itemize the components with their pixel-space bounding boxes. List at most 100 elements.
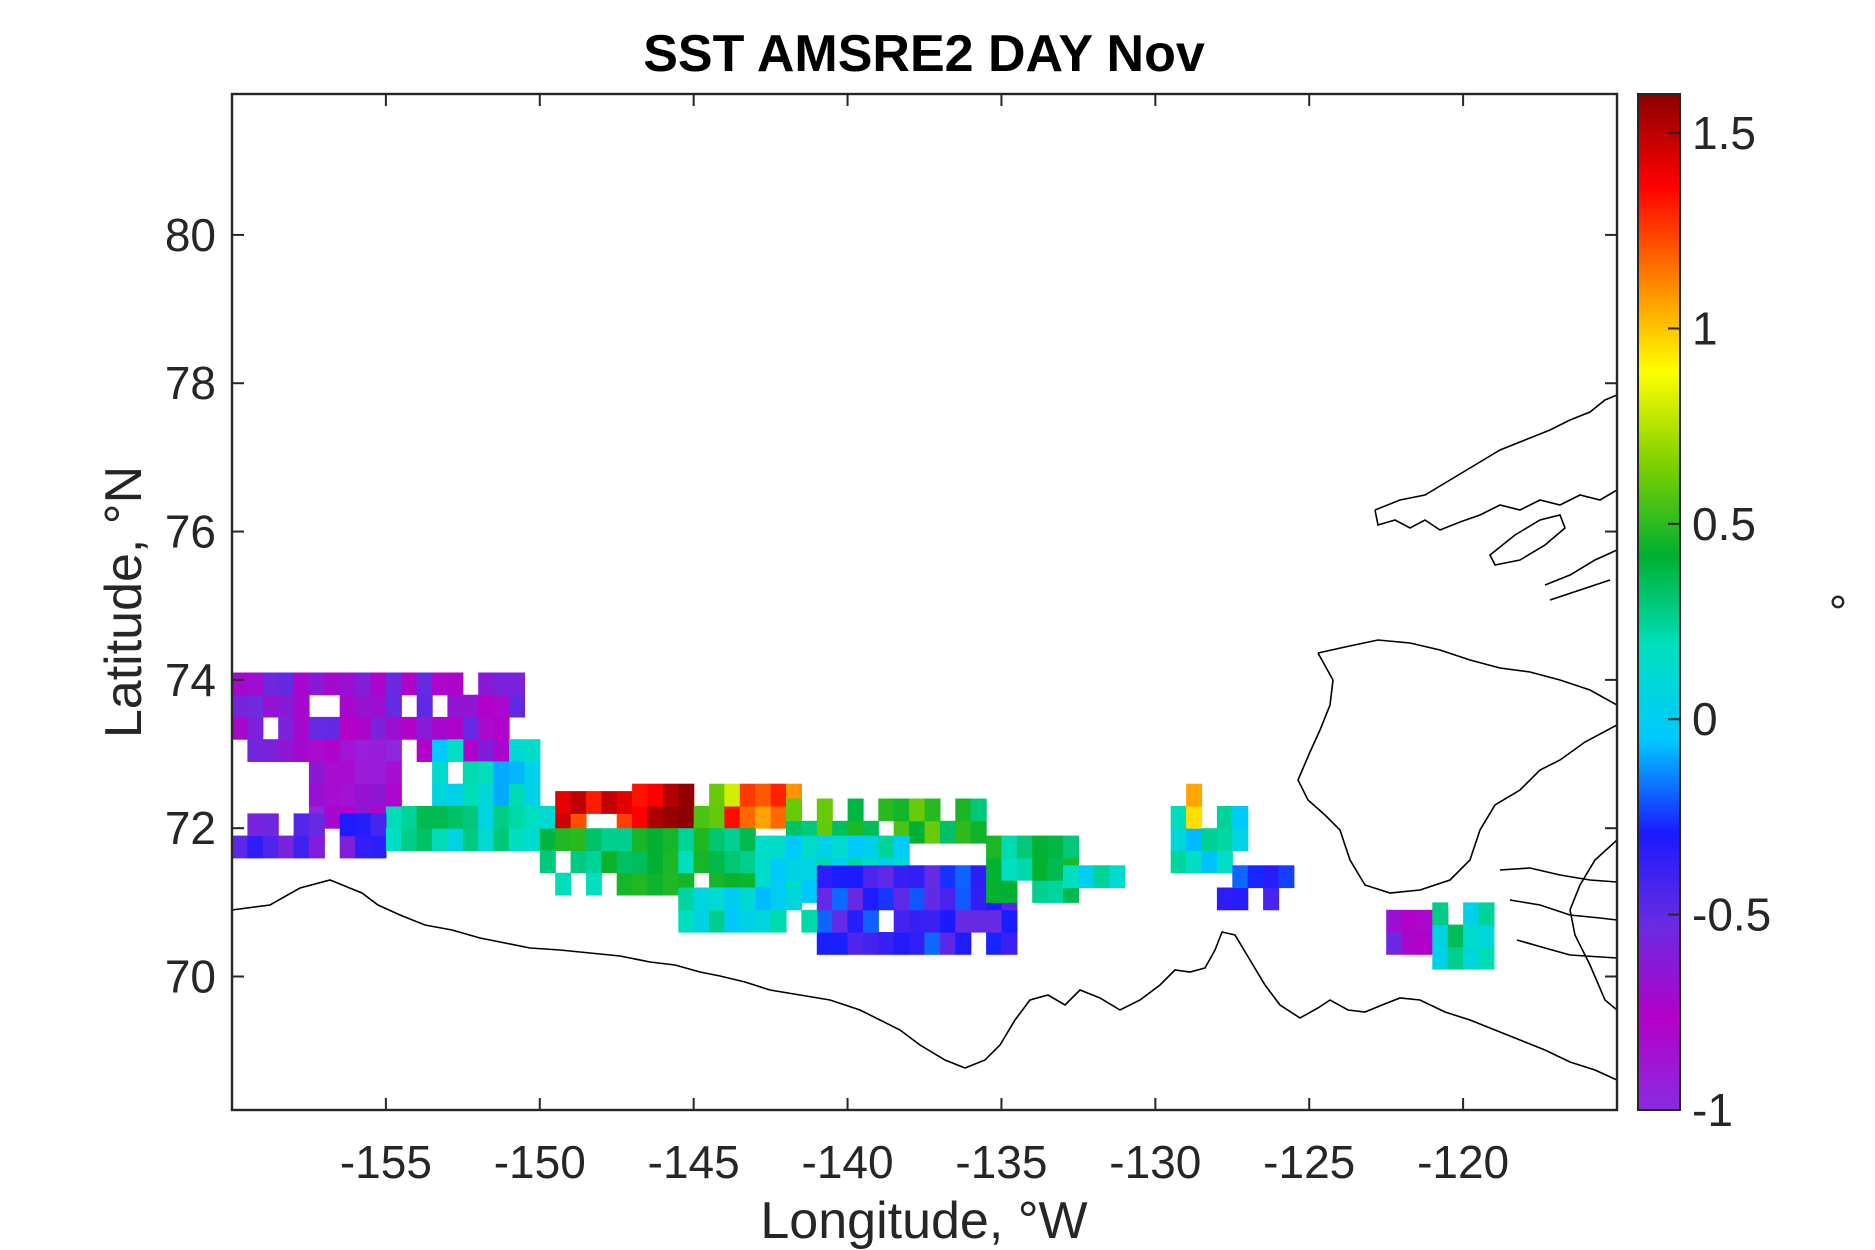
sst-cell: [647, 783, 664, 807]
sst-cell: [493, 672, 510, 696]
sst-cell: [462, 739, 479, 762]
sst-cell: [755, 805, 772, 829]
sst-cell: [662, 850, 679, 874]
sst-cell: [970, 820, 987, 844]
sst-cell: [432, 761, 449, 785]
x-tick-label: -135: [955, 1136, 1047, 1188]
sst-cell: [493, 783, 510, 807]
sst-cell: [986, 835, 1003, 859]
sst-cell: [924, 865, 941, 889]
colorbar-tick-label: 0: [1692, 693, 1718, 745]
sst-cell: [509, 739, 525, 762]
sst-cell: [1416, 932, 1433, 955]
sst-cell: [986, 880, 1003, 903]
sst-cell: [355, 835, 372, 859]
sst-cell: [709, 828, 726, 851]
sst-cell: [1232, 805, 1249, 829]
sst-cell: [355, 672, 372, 696]
sst-cell: [724, 850, 741, 874]
sst-cell: [447, 672, 464, 696]
sst-cell: [308, 813, 325, 837]
sst-cell: [786, 857, 802, 881]
sst-cell: [893, 887, 910, 911]
sst-cell: [1447, 946, 1464, 970]
sst-cell: [847, 865, 864, 889]
sst-cell: [509, 761, 525, 785]
sst-cell: [539, 850, 556, 874]
sst-cell: [709, 887, 726, 911]
sst-cell: [601, 850, 618, 874]
sst-cell: [662, 828, 679, 851]
sst-cell: [832, 835, 849, 859]
plot-frame: [230, 92, 1619, 1112]
sst-cell: [847, 798, 864, 822]
sst-cell: [678, 850, 695, 874]
sst-cell: [939, 820, 956, 844]
sst-cell: [739, 887, 756, 911]
sst-cell: [1416, 909, 1433, 933]
sst-cell: [278, 694, 295, 718]
sst-cell: [462, 805, 479, 829]
sst-cell: [247, 813, 264, 837]
sst-cell: [247, 835, 264, 859]
sst-cell: [478, 761, 495, 785]
sst-cell: [324, 805, 341, 829]
sst-cell: [662, 805, 679, 829]
sst-cell: [801, 835, 818, 859]
sst-cell: [909, 798, 926, 822]
sst-cell: [1463, 946, 1480, 970]
sst-cell: [1016, 857, 1033, 881]
sst-cell: [986, 909, 1003, 933]
sst-cell: [478, 828, 495, 851]
sst-cell: [832, 865, 849, 889]
sst-cell: [401, 672, 418, 696]
sst-cell: [924, 909, 941, 933]
island-outline-2: [1544, 549, 1617, 601]
y-tick-label: 74: [165, 654, 216, 706]
sst-cell: [1386, 932, 1403, 955]
sst-cell: [647, 872, 664, 896]
sst-cell: [647, 850, 664, 874]
sst-cell: [939, 865, 956, 889]
sst-cell: [585, 872, 602, 896]
x-tick-label: -130: [1109, 1136, 1201, 1188]
x-tick-label: -150: [494, 1136, 586, 1188]
sst-cell: [1263, 865, 1280, 889]
sst-cell: [432, 828, 449, 851]
sst-cell: [832, 887, 849, 911]
sst-cell: [678, 805, 695, 829]
sst-cell: [1201, 828, 1218, 851]
sst-cell: [832, 932, 849, 955]
sst-cell: [416, 672, 433, 696]
sst-cell: [893, 909, 910, 933]
sst-cell: [324, 783, 341, 807]
coastline: [232, 394, 1617, 1081]
sst-cell: [1186, 805, 1203, 829]
sst-cell: [462, 694, 479, 718]
sst-cell: [432, 739, 449, 762]
sst-cell: [770, 805, 787, 829]
sst-cell: [678, 887, 695, 911]
sst-cell: [324, 739, 341, 762]
sst-cell: [524, 805, 541, 829]
island-outline: [1488, 514, 1566, 566]
sst-cell: [478, 672, 495, 696]
sst-cell: [1109, 865, 1126, 889]
sst-cell: [970, 798, 987, 822]
sst-cell: [570, 828, 587, 851]
sst-cell: [970, 887, 987, 911]
arctic-islands-coastline: [1374, 394, 1617, 531]
sst-cell: [509, 783, 525, 807]
sst-cell: [816, 798, 833, 822]
sst-cell: [308, 739, 325, 762]
sst-cell: [755, 909, 772, 933]
sst-cell: [462, 716, 479, 740]
sst-cell: [478, 739, 495, 762]
sst-cell: [1047, 835, 1064, 859]
sst-cell: [539, 828, 556, 851]
x-axis-label: Longitude, °W: [760, 1192, 1087, 1250]
sst-cell: [585, 850, 602, 874]
sst-cell: [339, 694, 356, 718]
chart-title: SST AMSRE2 DAY Nov: [643, 25, 1205, 83]
sst-cell: [339, 783, 356, 807]
